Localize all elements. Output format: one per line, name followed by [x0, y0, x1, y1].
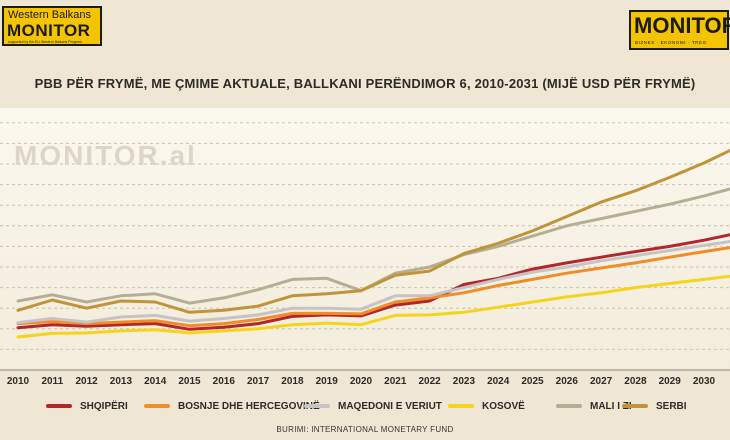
logo-right-line1: MONITOR: [634, 13, 730, 38]
legend-label: KOSOVË: [482, 400, 525, 412]
chart-legend: SHQIPËRI BOSNJE DHE HERCEGOVINË MAQEDONI E…: [0, 396, 730, 416]
series-line-0: [16, 233, 730, 331]
western-balkans-monitor-logo: Western Balkans MONITOR supported by the…: [2, 6, 102, 46]
x-tick-label: 2022: [418, 376, 441, 387]
legend-swatch: [46, 404, 72, 408]
x-tick-label: 2012: [75, 376, 98, 387]
x-tick-label: 2027: [590, 376, 613, 387]
series-line-3: [16, 274, 730, 339]
legend-label: BOSNJE DHE HERCEGOVINË: [178, 400, 320, 412]
legend-item: SERBI: [622, 396, 687, 416]
monitor-logo: MONITOR BIZNES · EKONOMI · TREG: [629, 10, 730, 50]
legend-label: MAQEDONI E VERIUT: [338, 400, 442, 412]
legend-swatch: [304, 404, 330, 408]
watermark-text: MONITOR.al: [14, 140, 197, 171]
logo-left-line3: supported by the EU Western Balkans Prog…: [8, 40, 82, 44]
legend-item: KOSOVË: [448, 396, 525, 416]
legend-swatch: [622, 404, 648, 408]
x-tick-label: 2024: [487, 376, 510, 387]
x-tick-label: 2020: [350, 376, 373, 387]
legend-item: BOSNJE DHE HERCEGOVINË: [144, 396, 320, 416]
plot-area: [0, 108, 730, 370]
x-tick-label: 2023: [453, 376, 476, 387]
x-tick-label: 2026: [556, 376, 579, 387]
logo-left-line2: MONITOR: [7, 21, 91, 40]
x-tick-label: 2015: [178, 376, 201, 387]
x-tick-label: 2017: [247, 376, 270, 387]
legend-item: SHQIPËRI: [46, 396, 128, 416]
legend-swatch: [448, 404, 474, 408]
legend-label: SERBI: [656, 400, 687, 412]
series-line-2: [16, 239, 730, 325]
header-band: [0, 0, 730, 62]
x-tick-label: 2014: [144, 376, 167, 387]
legend-label: SHQIPËRI: [80, 400, 128, 412]
series-line-5: [16, 148, 730, 314]
x-tick-label: 2028: [624, 376, 647, 387]
x-tick-label: 2021: [384, 376, 407, 387]
x-tick-label: 2013: [110, 376, 133, 387]
x-tick-label: 2010: [7, 376, 30, 387]
series-line-1: [16, 246, 730, 328]
source-note: BURIMI: INTERNATIONAL MONETARY FUND: [276, 425, 454, 434]
legend-label: MALI I ZI: [590, 400, 632, 412]
x-tick-label: 2030: [693, 376, 716, 387]
x-tick-label: 2029: [659, 376, 682, 387]
legend-item: MALI I ZI: [556, 396, 632, 416]
x-tick-label: 2016: [213, 376, 236, 387]
x-tick-label: 2025: [521, 376, 544, 387]
x-tick-label: 2011: [41, 376, 63, 387]
logo-left-line1: Western Balkans: [8, 9, 91, 21]
legend-item: MAQEDONI E VERIUT: [304, 396, 442, 416]
logo-right-line2: BIZNES · EKONOMI · TREG: [635, 40, 707, 45]
x-tick-label: 2018: [281, 376, 304, 387]
chart-title: PBB PËR FRYMË, ME ÇMIME AKTUALE, BALLKAN…: [34, 76, 696, 91]
x-tick-label: 2019: [316, 376, 339, 387]
legend-swatch: [144, 404, 170, 408]
legend-swatch: [556, 404, 582, 408]
